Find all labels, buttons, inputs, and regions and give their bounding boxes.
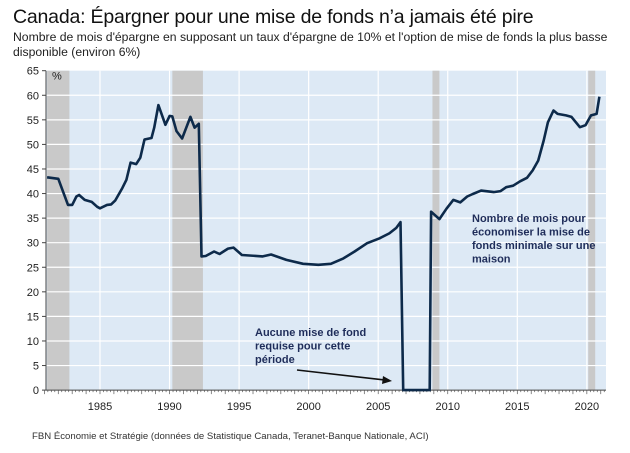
x-tick-label: 1990 (157, 401, 181, 413)
y-tick-label: 25 (27, 262, 39, 274)
annotation-arrowhead-icon (382, 376, 392, 384)
recession-band (588, 70, 596, 391)
y-tick-label: 45 (27, 164, 39, 176)
y-tick-label: 50 (27, 139, 39, 151)
annotation-line: Aucune mise de fond (255, 327, 366, 339)
series-line (46, 96, 601, 392)
chart-subtitle: Nombre de mois d'épargne en supposant un… (13, 30, 608, 59)
y-tick-label: 55 (27, 115, 39, 127)
y-tick-label: 0 (33, 385, 39, 397)
y-tick-label: 35 (27, 213, 39, 225)
y-axis-unit: % (52, 71, 62, 83)
annotation-line: fonds minimale sur une (472, 240, 595, 252)
y-tick-label: 60 (27, 90, 39, 102)
annotation-line: Nombre de mois pour (472, 213, 586, 225)
y-tick-label: 5 (33, 361, 39, 373)
x-tick-label: 1995 (227, 401, 251, 413)
annotation-text: Nombre de mois pour économiser la mise de… (472, 213, 595, 266)
annotation-line: maison (472, 254, 511, 266)
y-tick-label: 20 (27, 287, 39, 299)
chart-source: FBN Économie et Stratégie (données de St… (32, 431, 429, 442)
annotation-arrow-shaft (296, 369, 386, 381)
y-tick-label: 15 (27, 311, 39, 323)
x-tick-label: 2010 (436, 401, 460, 413)
x-tick-label: 2005 (366, 401, 390, 413)
y-tick-label: 30 (27, 238, 39, 250)
annotation-line: requise pour cette (255, 341, 350, 353)
chart-title: Canada: Épargner pour une mise de fonds … (13, 6, 534, 28)
annotation-line: économiser la mise de (472, 227, 590, 239)
recession-band (432, 70, 440, 391)
recession-band (172, 70, 203, 391)
x-tick-label: 2020 (575, 401, 599, 413)
y-tick-label: 40 (27, 189, 39, 201)
x-tick-label: 2000 (296, 401, 320, 413)
x-tick-label: 2015 (505, 401, 529, 413)
plot-background (46, 70, 606, 391)
y-tick-label: 10 (27, 336, 39, 348)
annotation-text: Aucune mise de fond requise pour cette pér… (255, 327, 366, 366)
y-tick-label: 65 (27, 66, 39, 78)
annotation-line: période (255, 354, 295, 366)
recession-band (47, 70, 70, 391)
x-tick-label: 1985 (88, 401, 112, 413)
